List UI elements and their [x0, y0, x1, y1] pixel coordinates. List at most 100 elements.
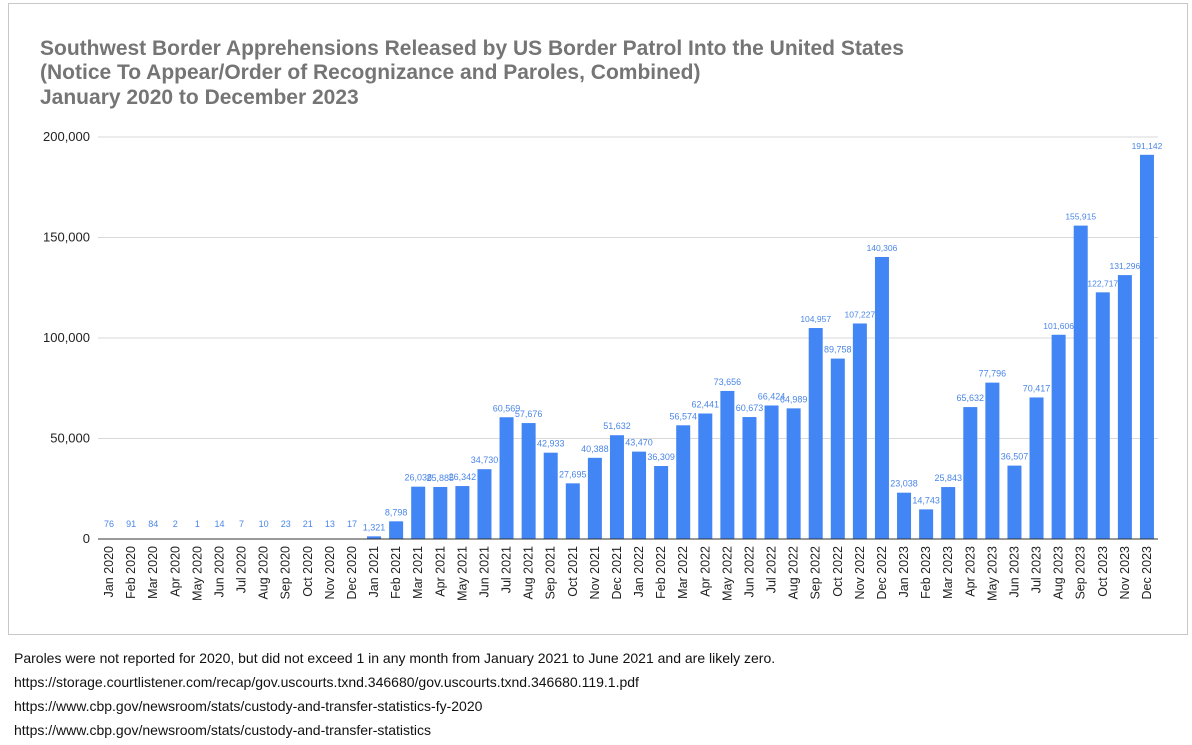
x-tick-label: Feb 2020 [124, 546, 138, 599]
data-label: 60,569 [493, 403, 521, 413]
bar [411, 486, 426, 539]
data-label: 155,915 [1065, 212, 1096, 222]
y-tick-label: 200,000 [43, 129, 90, 144]
bar [455, 486, 470, 539]
x-tick-label: Dec 2021 [610, 546, 624, 600]
data-label: 56,574 [669, 411, 697, 421]
x-tick-label: Dec 2023 [1140, 546, 1154, 600]
bar [720, 390, 735, 539]
x-tick-label: Aug 2022 [787, 546, 801, 600]
x-tick-label: Nov 2020 [323, 546, 337, 600]
x-tick-label: Dec 2022 [875, 546, 889, 600]
data-label: 101,606 [1043, 321, 1074, 331]
x-tick-label: Apr 2021 [433, 546, 447, 597]
x-tick-label: Jul 2020 [235, 546, 249, 593]
data-label: 84 [148, 519, 158, 529]
data-label: 1 [195, 519, 200, 529]
x-tick-label: Jul 2021 [500, 546, 514, 593]
bar [1073, 225, 1088, 540]
x-tick-label: Oct 2023 [1096, 546, 1110, 597]
data-label: 70,417 [1023, 383, 1051, 393]
bar [897, 492, 912, 539]
bar [477, 469, 492, 539]
data-label: 73,656 [714, 377, 742, 387]
x-tick-label: May 2021 [455, 546, 469, 601]
data-label: 1,321 [363, 522, 386, 532]
data-label: 104,957 [800, 314, 831, 324]
data-label: 107,227 [845, 309, 876, 319]
data-labels: 76 91 84 2 1 14 7 10 23 21 13 17 1,3218,79826,03825,… [104, 141, 1163, 533]
data-label: 10 [259, 519, 269, 529]
data-label: 13 [325, 519, 335, 529]
data-label: 17 [347, 519, 357, 529]
y-tick-label: 150,000 [43, 230, 90, 245]
data-label: 14 [214, 519, 224, 529]
y-tick-label: 50,000 [50, 431, 90, 446]
bar [985, 382, 1000, 539]
note-paroles: Paroles were not reported for 2020, but … [14, 650, 776, 666]
x-tick-label: Oct 2022 [831, 546, 845, 597]
data-label: 65,632 [957, 393, 985, 403]
x-tick-label: Feb 2021 [389, 546, 403, 599]
x-tick-label: Jul 2023 [1030, 546, 1044, 593]
data-label: 60,673 [736, 403, 764, 413]
x-tick-label: Jul 2022 [765, 546, 779, 593]
x-tick-label: Nov 2023 [1118, 546, 1132, 600]
bars [102, 154, 1154, 540]
x-tick-label: Aug 2020 [257, 546, 271, 600]
x-tick-label: Oct 2020 [301, 546, 315, 597]
bar [830, 358, 845, 539]
x-tick-label: Sep 2021 [544, 546, 558, 600]
x-tick-label: Aug 2021 [522, 546, 536, 600]
data-label: 64,989 [780, 394, 808, 404]
chart-title-line-2: (Notice To Appear/Order of Recognizance … [40, 61, 700, 84]
data-label: 36,309 [647, 452, 675, 462]
x-tick-label: Mar 2020 [146, 546, 160, 599]
data-label: 25,885 [427, 473, 455, 483]
data-label: 25,843 [934, 473, 962, 483]
bar [609, 435, 624, 539]
bar [742, 417, 757, 539]
source-link-courtlistener[interactable]: https://storage.courtlistener.com/recap/… [14, 674, 639, 690]
x-tick-label: Apr 2022 [698, 546, 712, 597]
data-label: 43,470 [625, 438, 653, 448]
data-label: 131,296 [1110, 261, 1141, 271]
data-label: 27,695 [559, 469, 587, 479]
x-tick-label: Jun 2021 [477, 546, 491, 597]
bar [565, 483, 580, 539]
x-tick-label: Sep 2020 [279, 546, 293, 600]
x-tick-label: Jan 2023 [897, 546, 911, 597]
bar [1095, 292, 1110, 539]
data-label: 40,388 [581, 444, 609, 454]
data-label: 36,507 [1001, 452, 1029, 462]
x-tick-label: May 2023 [985, 546, 999, 601]
x-tick-label: Apr 2020 [168, 546, 182, 597]
x-tick-label: Feb 2023 [919, 546, 933, 599]
bar [1007, 465, 1022, 539]
data-label: 23,038 [890, 479, 918, 489]
data-label: 57,676 [515, 409, 543, 419]
bar [433, 486, 448, 539]
x-tick-label: Nov 2021 [588, 546, 602, 600]
bar [941, 487, 956, 539]
data-label: 42,933 [537, 439, 565, 449]
chart-title-line-3: January 2020 to December 2023 [40, 86, 359, 109]
data-label: 91 [126, 519, 136, 529]
data-label: 191,142 [1132, 141, 1163, 151]
source-notes: Paroles were not reported for 2020, but … [14, 648, 775, 744]
x-tick-label: May 2020 [190, 546, 204, 601]
data-label: 76 [104, 519, 114, 529]
data-label: 21 [303, 519, 313, 529]
gridlines [98, 136, 1158, 439]
bar [963, 407, 978, 539]
bar [1051, 334, 1066, 539]
x-tick-label: Sep 2023 [1074, 546, 1088, 600]
source-link-cbp[interactable]: https://www.cbp.gov/newsroom/stats/custo… [14, 722, 432, 738]
data-label: 77,796 [979, 369, 1007, 379]
x-tick-label: Jan 2020 [102, 546, 116, 597]
bar [852, 323, 867, 539]
bar [632, 451, 647, 539]
source-link-cbp-fy2020[interactable]: https://www.cbp.gov/newsroom/stats/custo… [14, 698, 483, 714]
data-label: 8,798 [385, 507, 408, 517]
x-tick-label: Jun 2020 [212, 546, 226, 597]
